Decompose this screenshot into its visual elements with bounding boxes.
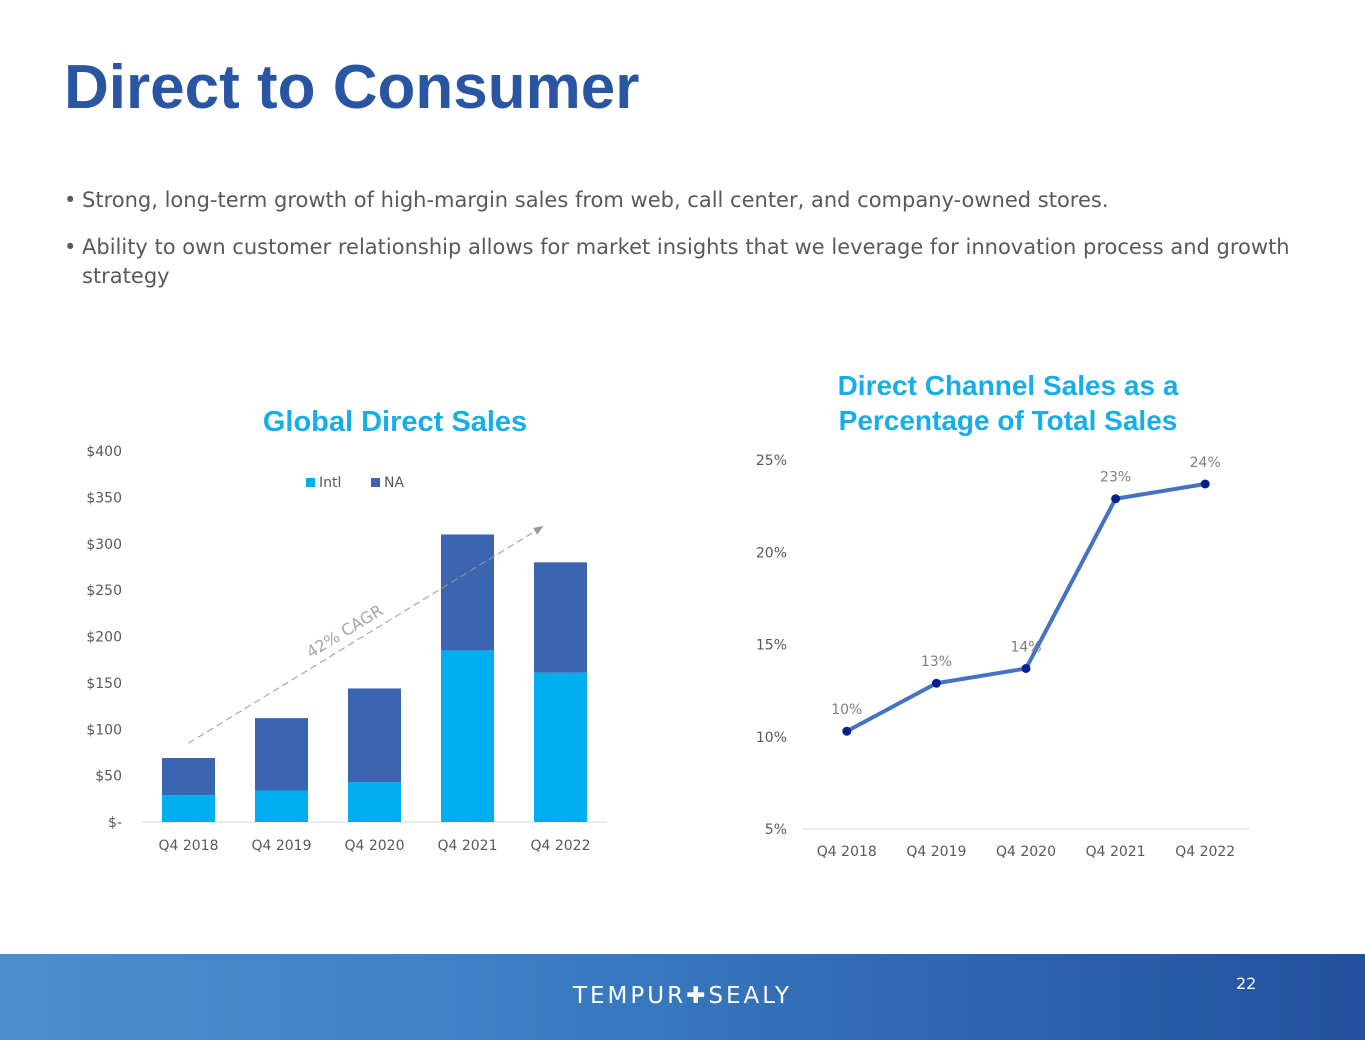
bullet-item: Strong, long-term growth of high-margin … xyxy=(64,186,1314,215)
line-chart-title-line2: Percentage of Total Sales xyxy=(838,405,1178,436)
x-tick-label: Q4 2022 xyxy=(530,838,590,854)
x-tick-label: Q4 2021 xyxy=(437,838,497,854)
page-number: 22 xyxy=(1236,974,1257,993)
slide-title: Direct to Consumer xyxy=(64,53,640,122)
y-tick-label: 25% xyxy=(756,453,787,469)
line-chart-title: Direct Channel Sales as a Percentage of … xyxy=(758,368,1258,438)
brand-left: TEMPUR xyxy=(572,983,687,1009)
y-tick-label: $350 xyxy=(86,490,122,506)
cagr-annotation: 42% CAGR xyxy=(303,601,386,662)
bar-na xyxy=(348,688,401,783)
line-chart-title-line1: Direct Channel Sales as a xyxy=(837,370,1179,401)
bar-intl xyxy=(348,782,401,822)
data-point xyxy=(931,678,941,688)
bar-intl xyxy=(534,672,587,822)
brand-right: SEALY xyxy=(708,983,793,1009)
x-tick-label: Q4 2018 xyxy=(817,844,877,860)
bar-na xyxy=(255,718,308,791)
data-label: 23% xyxy=(1100,470,1131,486)
x-tick-label: Q4 2019 xyxy=(906,844,966,860)
y-tick-label: 10% xyxy=(756,730,787,746)
y-tick-label: $300 xyxy=(86,537,122,553)
y-tick-label: $200 xyxy=(86,630,122,646)
data-point xyxy=(1111,494,1121,504)
x-tick-label: Q4 2021 xyxy=(1086,844,1146,860)
data-label: 10% xyxy=(831,702,862,718)
series-line xyxy=(845,482,1206,733)
y-tick-label: $400 xyxy=(86,444,122,460)
bar-na xyxy=(162,758,215,796)
y-tick-label: 5% xyxy=(765,822,787,838)
data-point xyxy=(1021,663,1031,673)
data-point xyxy=(842,726,852,736)
bar-na xyxy=(534,562,587,673)
bar-intl xyxy=(255,790,308,822)
bullet-item: Ability to own customer relationship all… xyxy=(64,233,1314,291)
x-tick-label: Q4 2020 xyxy=(996,844,1056,860)
y-tick-label: $50 xyxy=(95,769,122,785)
bar-intl xyxy=(162,795,215,822)
legend-swatch-na xyxy=(371,478,380,487)
legend-label: NA xyxy=(384,475,404,491)
data-point xyxy=(1200,479,1210,489)
data-label: 13% xyxy=(921,654,952,670)
global-direct-sales-chart: $- $50 $100 $150 $200 $250 $300 $350 $400 Q4 2018… xyxy=(86,444,607,854)
legend-swatch-intl xyxy=(306,478,315,487)
tempur-sealy-logo: TEMPUR✚SEALY xyxy=(0,983,1365,1009)
cagr-trend-arrow xyxy=(188,526,544,744)
x-tick-label: Q4 2019 xyxy=(251,838,311,854)
x-tick-label: Q4 2020 xyxy=(344,838,404,854)
data-label: 24% xyxy=(1190,455,1221,471)
bullet-list: Strong, long-term growth of high-margin … xyxy=(64,186,1314,309)
y-tick-label: $250 xyxy=(86,583,122,599)
bar-chart-title: Global Direct Sales xyxy=(262,406,528,438)
direct-channel-percentage-chart: 5% 10% 15% 20% 25% 10% Q4 2018 13% Q4 2019 14% Q4 … xyxy=(756,453,1250,860)
bar-na xyxy=(441,534,494,651)
legend-label: Intl xyxy=(319,475,341,491)
plus-icon: ✚ xyxy=(686,983,709,1009)
data-label: 14% xyxy=(1010,639,1041,655)
y-tick-label: 20% xyxy=(756,545,787,561)
bar-intl xyxy=(441,650,494,822)
x-tick-label: Q4 2018 xyxy=(158,838,218,854)
y-tick-label: $100 xyxy=(86,722,122,738)
y-tick-label: 15% xyxy=(756,638,787,654)
x-tick-label: Q4 2022 xyxy=(1175,844,1235,860)
footer-band: TEMPUR✚SEALY 22 xyxy=(0,954,1365,1040)
chart-legend: Intl NA xyxy=(306,475,404,491)
y-tick-label: $150 xyxy=(86,676,122,692)
y-tick-label: $- xyxy=(108,815,122,831)
